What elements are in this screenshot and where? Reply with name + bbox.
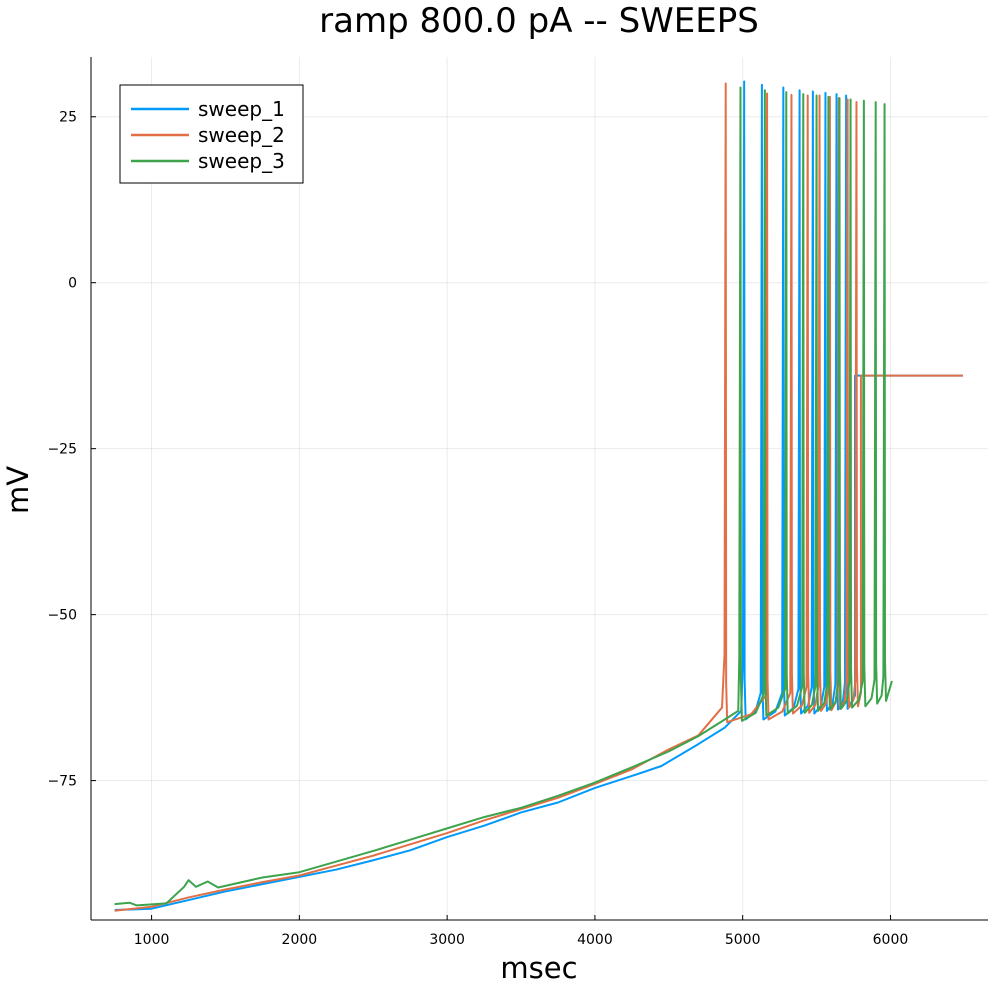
y-tick-label: −25: [47, 442, 77, 458]
y-tick-label: 25: [59, 110, 77, 126]
x-axis-label: msec: [500, 951, 577, 985]
x-tick-label: 5000: [725, 932, 761, 948]
ticks: 1000 2000 3000 4000 5000 6000 25 0 −25 −50 −75: [47, 110, 908, 948]
legend-label: sweep_2: [198, 123, 285, 147]
x-tick-label: 3000: [429, 932, 465, 948]
x-tick-label: 2000: [282, 932, 318, 948]
y-axis-label: mV: [1, 466, 35, 514]
y-tick-label: 0: [68, 276, 77, 292]
x-tick-label: 6000: [873, 932, 909, 948]
legend-label: sweep_1: [198, 97, 285, 121]
grid: [91, 57, 988, 920]
series-line-sweep-3: [114, 86, 893, 907]
y-tick-label: −50: [47, 608, 77, 624]
series-line-sweep-2: [114, 82, 963, 912]
series-line-sweep-1: [114, 80, 963, 912]
x-tick-label: 4000: [577, 932, 613, 948]
series-layer: [114, 80, 963, 912]
y-tick-label: −75: [47, 774, 77, 790]
x-tick-label: 1000: [134, 932, 170, 948]
chart-title: ramp 800.0 pA -- SWEEPS: [319, 1, 759, 41]
legend-label: sweep_3: [198, 149, 285, 173]
